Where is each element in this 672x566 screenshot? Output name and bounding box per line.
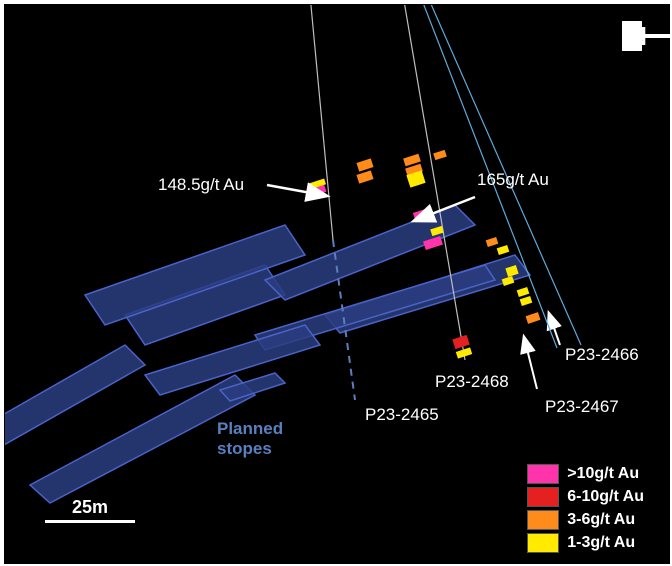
drillhole-id-label: P23-2467 — [545, 397, 619, 417]
legend-label: 3-6g/t Au — [567, 511, 635, 529]
grade-intercept — [526, 312, 541, 324]
north-indicator: N — [622, 21, 647, 52]
scale-bar-label: 25m — [45, 497, 135, 518]
grade-intercept — [452, 335, 469, 349]
geology-3d-view: N 148.5g/t Au 165g/t Au P23-2465 P23-2468 P… — [4, 4, 670, 564]
legend-row: >10g/t Au — [527, 464, 644, 484]
legend-row: 3-6g/t Au — [527, 510, 644, 530]
drillhole-trace — [310, 5, 333, 240]
legend-label: 6-10g/t Au — [567, 488, 644, 506]
callout-arrow — [267, 185, 311, 193]
legend-swatch — [527, 464, 559, 484]
drillhole-id-label: P23-2468 — [435, 372, 509, 392]
north-arrow-icon — [622, 21, 672, 51]
grade-intercept — [517, 287, 530, 297]
grade-intercept — [433, 150, 447, 160]
grade-intercept — [497, 245, 510, 255]
hole-label-leader — [527, 349, 537, 389]
legend-swatch — [527, 533, 559, 553]
grade-callout-label: 148.5g/t Au — [158, 175, 244, 195]
grade-intercept — [356, 158, 373, 171]
planned-stopes-label: Planned stopes — [217, 419, 283, 458]
grade-intercept — [486, 237, 499, 247]
drillholes-group — [310, 5, 581, 400]
legend-swatch — [527, 487, 559, 507]
planned-stopes-group — [5, 205, 530, 503]
legend-row: 1-3g/t Au — [527, 533, 644, 553]
legend-label: 1-3g/t Au — [567, 534, 635, 552]
legend-swatch — [527, 510, 559, 530]
grade-legend: >10g/t Au 6-10g/t Au 3-6g/t Au 1-3g/t Au — [527, 461, 644, 553]
grade-intercept — [403, 154, 421, 167]
callouts-group — [267, 185, 475, 215]
scale-bar: 25m — [45, 497, 135, 523]
legend-row: 6-10g/t Au — [527, 487, 644, 507]
drillhole-id-label: P23-2465 — [365, 405, 439, 425]
grade-callout-label: 165g/t Au — [477, 170, 549, 190]
scale-bar-line — [45, 520, 135, 523]
grade-intercept — [356, 170, 373, 183]
drillhole-id-label: P23-2466 — [565, 345, 639, 365]
grade-intercept — [520, 296, 533, 306]
legend-label: >10g/t Au — [567, 465, 639, 483]
